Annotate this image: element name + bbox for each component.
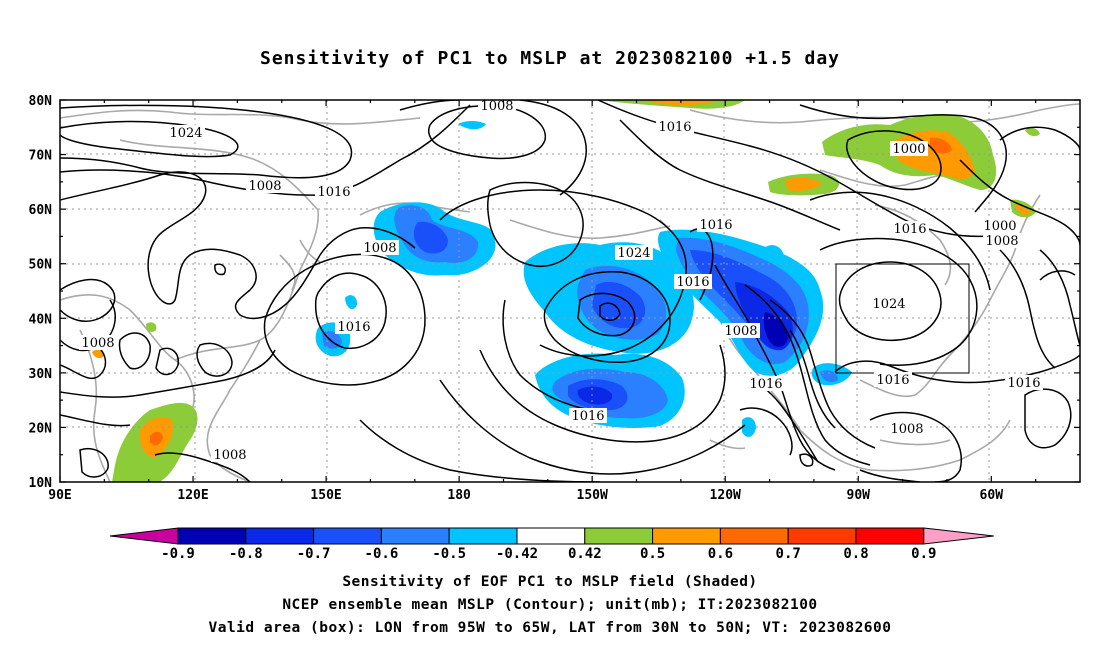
lat-tick-label: 60N — [29, 203, 53, 218]
contour-label: 1016 — [891, 221, 929, 237]
lon-tick-label: 120E — [177, 488, 208, 503]
svg-text:1016: 1016 — [317, 185, 350, 200]
svg-text:1008: 1008 — [724, 324, 757, 339]
svg-text:1016: 1016 — [699, 218, 732, 233]
colorbar-segment — [380, 527, 450, 545]
svg-text:1016: 1016 — [676, 275, 709, 290]
svg-text:1016: 1016 — [876, 373, 909, 388]
colorbar-label: 0.7 — [776, 546, 801, 562]
contour-label: 1008 — [478, 98, 516, 114]
contour-labels: 1024 1008 1008 1016 1008 1016 1008 1024 1016 1016… — [79, 98, 1043, 463]
contour-label: 1008 — [983, 233, 1021, 249]
colorbar-label: 0.6 — [708, 546, 733, 562]
colorbar-max-arrow — [923, 527, 994, 545]
svg-text:1008: 1008 — [213, 448, 246, 463]
colorbar-segment — [313, 527, 382, 545]
svg-text:1024: 1024 — [617, 246, 650, 261]
contour-label: 1016 — [874, 372, 912, 388]
contour-label: 1008 — [722, 323, 760, 339]
svg-text:1008: 1008 — [363, 241, 396, 256]
contour-label: 1016 — [747, 376, 785, 392]
svg-text:1016: 1016 — [1007, 376, 1040, 391]
svg-text:1016: 1016 — [893, 222, 926, 237]
contour-label: 1024 — [870, 296, 908, 312]
lon-tick-label: 90W — [847, 488, 871, 503]
lat-tick-label: 10N — [29, 476, 53, 491]
lon-tick-label: 60W — [980, 488, 1004, 503]
svg-text:1000: 1000 — [892, 142, 925, 157]
colorbar-segment — [245, 527, 315, 545]
contour-label: 1008 — [888, 421, 926, 437]
colorbar-label: 0.9 — [911, 546, 936, 562]
figure-title: Sensitivity of PC1 to MSLP at 2023082100… — [259, 48, 840, 69]
colorbar-label: 0.5 — [640, 546, 665, 562]
contour-label: 1008 — [361, 240, 399, 256]
lon-tick-label: 150E — [310, 488, 341, 503]
contour-label: 1016 — [697, 217, 735, 233]
svg-text:1024: 1024 — [169, 126, 202, 141]
colorbar-label: -0.6 — [365, 546, 399, 562]
colorbar-min-arrow — [109, 527, 179, 545]
lon-tick-label: 180 — [447, 488, 471, 503]
contour-label: 1016 — [335, 319, 373, 335]
colorbar-segment — [177, 527, 247, 545]
lon-tick-label: 120W — [710, 488, 741, 503]
contour-label: 1016 — [656, 119, 694, 135]
lat-tick-label: 40N — [29, 312, 53, 327]
colorbar-segment — [855, 527, 925, 545]
contour-label: 1024 — [167, 125, 205, 141]
contour-label: 1008 — [79, 335, 117, 351]
caption-line-3: Valid area (box): LON from 95W to 65W, L… — [208, 620, 892, 636]
contour-label: 1000 — [981, 218, 1019, 234]
colorbar-segment — [652, 527, 721, 545]
lat-tick-label: 20N — [29, 421, 53, 436]
contour-label: 1000 — [890, 141, 928, 157]
colorbar-segment — [448, 527, 518, 545]
latitude-labels: 80N 70N 60N 50N 40N 30N 20N 10N — [29, 94, 53, 491]
lat-tick-label: 50N — [29, 258, 53, 273]
lon-tick-label: 90E — [48, 488, 71, 503]
colorbar-segment — [516, 527, 586, 545]
colorbar-label: -0.7 — [297, 546, 331, 562]
svg-text:1016: 1016 — [658, 120, 691, 135]
colorbar-label: 0.8 — [843, 546, 868, 562]
lon-tick-label: 150W — [577, 488, 608, 503]
svg-text:1016: 1016 — [337, 320, 370, 335]
colorbar-label: -0.42 — [496, 546, 538, 562]
lat-tick-label: 70N — [29, 149, 53, 164]
longitude-labels: 90E 120E 150E 180 150W 120W 90W 60W — [48, 488, 1003, 503]
colorbar-segment — [719, 527, 789, 545]
lat-tick-label: 80N — [29, 94, 53, 109]
svg-text:1016: 1016 — [749, 377, 782, 392]
svg-text:1008: 1008 — [480, 99, 513, 114]
contour-label: 1008 — [246, 178, 284, 194]
colorbar: -0.9 -0.8 -0.7 -0.6 -0.5 -0.42 0.42 0.5 0.6 0.7 0.… — [109, 527, 994, 562]
svg-text:1008: 1008 — [985, 234, 1018, 249]
colorbar-label: 0.42 — [568, 546, 602, 562]
svg-text:1008: 1008 — [890, 422, 923, 437]
caption-line-1: Sensitivity of EOF PC1 to MSLP field (Sh… — [342, 574, 758, 590]
contour-label: 1016 — [569, 408, 607, 424]
colorbar-label: -0.9 — [161, 546, 195, 562]
lat-tick-label: 30N — [29, 367, 53, 382]
colorbar-label: -0.5 — [432, 546, 466, 562]
contour-label: 1016 — [315, 184, 353, 200]
contour-label: 1016 — [1005, 375, 1043, 391]
contour-label: 1016 — [674, 274, 712, 290]
axis-ticks — [59, 99, 1080, 483]
contour-label: 1008 — [211, 447, 249, 463]
svg-text:1024: 1024 — [872, 297, 905, 312]
svg-text:1008: 1008 — [81, 336, 114, 351]
colorbar-segment — [584, 527, 654, 545]
colorbar-label: -0.8 — [229, 546, 263, 562]
colorbar-segment — [787, 527, 857, 545]
grid-lines — [60, 100, 1080, 482]
svg-text:1000: 1000 — [983, 219, 1016, 234]
contour-label: 1024 — [615, 245, 653, 261]
svg-text:1008: 1008 — [248, 179, 281, 194]
caption-line-2: NCEP ensemble mean MSLP (Contour); unit(… — [282, 597, 818, 613]
sensitivity-shading — [92, 100, 1040, 482]
svg-text:1016: 1016 — [571, 409, 604, 424]
